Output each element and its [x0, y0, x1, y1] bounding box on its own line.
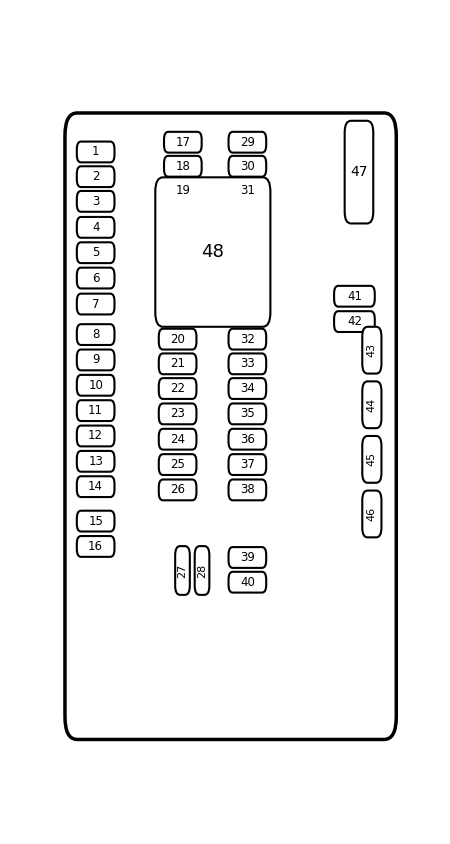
FancyBboxPatch shape [77, 191, 114, 212]
FancyBboxPatch shape [77, 375, 114, 396]
Text: 46: 46 [367, 507, 377, 521]
FancyBboxPatch shape [77, 268, 114, 289]
Text: 15: 15 [88, 515, 103, 528]
Text: 28: 28 [197, 563, 207, 577]
FancyBboxPatch shape [77, 476, 114, 497]
Text: 4: 4 [92, 221, 99, 234]
Text: 27: 27 [177, 563, 188, 577]
Text: 23: 23 [170, 408, 185, 420]
FancyBboxPatch shape [229, 181, 266, 202]
Text: 22: 22 [170, 382, 185, 395]
Text: 37: 37 [240, 458, 255, 471]
FancyBboxPatch shape [362, 490, 382, 538]
Text: 8: 8 [92, 328, 99, 341]
FancyBboxPatch shape [159, 378, 197, 399]
Text: 26: 26 [170, 484, 185, 496]
Text: 33: 33 [240, 357, 255, 371]
FancyBboxPatch shape [159, 454, 197, 475]
FancyBboxPatch shape [77, 425, 114, 446]
FancyBboxPatch shape [77, 142, 114, 162]
Text: 30: 30 [240, 160, 255, 173]
FancyBboxPatch shape [159, 354, 197, 374]
Text: 7: 7 [92, 298, 99, 311]
Text: 48: 48 [202, 243, 224, 261]
FancyBboxPatch shape [164, 156, 202, 176]
Text: 16: 16 [88, 540, 103, 553]
Text: 47: 47 [350, 165, 368, 179]
FancyBboxPatch shape [77, 349, 114, 371]
Text: 32: 32 [240, 333, 255, 346]
Text: 19: 19 [176, 185, 190, 197]
FancyBboxPatch shape [77, 400, 114, 421]
FancyBboxPatch shape [77, 511, 114, 532]
FancyBboxPatch shape [229, 132, 266, 153]
FancyBboxPatch shape [77, 451, 114, 472]
Text: 17: 17 [176, 136, 190, 149]
Text: 3: 3 [92, 195, 99, 208]
FancyBboxPatch shape [164, 132, 202, 153]
Text: 18: 18 [176, 160, 190, 173]
FancyBboxPatch shape [155, 177, 270, 327]
FancyBboxPatch shape [77, 536, 114, 557]
Text: 41: 41 [347, 289, 362, 303]
FancyBboxPatch shape [159, 328, 197, 349]
FancyBboxPatch shape [77, 166, 114, 187]
FancyBboxPatch shape [77, 294, 114, 315]
FancyBboxPatch shape [164, 181, 202, 202]
Text: 13: 13 [88, 455, 103, 468]
Text: 10: 10 [88, 379, 103, 392]
FancyBboxPatch shape [175, 546, 190, 595]
FancyBboxPatch shape [362, 436, 382, 483]
Text: 45: 45 [367, 452, 377, 467]
Text: 24: 24 [170, 433, 185, 446]
FancyBboxPatch shape [334, 286, 375, 306]
Text: 2: 2 [92, 170, 99, 183]
FancyBboxPatch shape [159, 479, 197, 500]
Text: 5: 5 [92, 246, 99, 259]
FancyBboxPatch shape [159, 429, 197, 450]
FancyBboxPatch shape [362, 381, 382, 428]
FancyBboxPatch shape [77, 324, 114, 345]
FancyBboxPatch shape [77, 242, 114, 263]
Text: 39: 39 [240, 551, 255, 564]
FancyBboxPatch shape [345, 121, 373, 224]
Text: 25: 25 [170, 458, 185, 471]
FancyBboxPatch shape [229, 547, 266, 568]
FancyBboxPatch shape [229, 354, 266, 374]
FancyBboxPatch shape [229, 571, 266, 592]
FancyBboxPatch shape [229, 479, 266, 500]
FancyBboxPatch shape [229, 403, 266, 425]
Text: 6: 6 [92, 272, 99, 284]
FancyBboxPatch shape [229, 328, 266, 349]
FancyBboxPatch shape [229, 429, 266, 450]
Text: 44: 44 [367, 398, 377, 412]
Text: 21: 21 [170, 357, 185, 371]
Text: 31: 31 [240, 185, 255, 197]
Text: 1: 1 [92, 145, 99, 159]
FancyBboxPatch shape [195, 546, 209, 595]
Text: 42: 42 [347, 315, 362, 328]
FancyBboxPatch shape [229, 156, 266, 176]
Text: 12: 12 [88, 430, 103, 442]
Text: 9: 9 [92, 354, 99, 366]
Text: 20: 20 [170, 333, 185, 346]
FancyBboxPatch shape [159, 403, 197, 425]
FancyBboxPatch shape [229, 454, 266, 475]
FancyBboxPatch shape [65, 113, 396, 739]
Text: 29: 29 [240, 136, 255, 149]
Text: 36: 36 [240, 433, 255, 446]
FancyBboxPatch shape [77, 217, 114, 238]
Text: 11: 11 [88, 404, 103, 417]
Text: 14: 14 [88, 480, 103, 493]
Text: 40: 40 [240, 576, 255, 589]
Text: 35: 35 [240, 408, 255, 420]
FancyBboxPatch shape [334, 311, 375, 332]
Text: 43: 43 [367, 344, 377, 357]
FancyBboxPatch shape [229, 378, 266, 399]
FancyBboxPatch shape [362, 327, 382, 374]
Text: 38: 38 [240, 484, 255, 496]
Text: 34: 34 [240, 382, 255, 395]
